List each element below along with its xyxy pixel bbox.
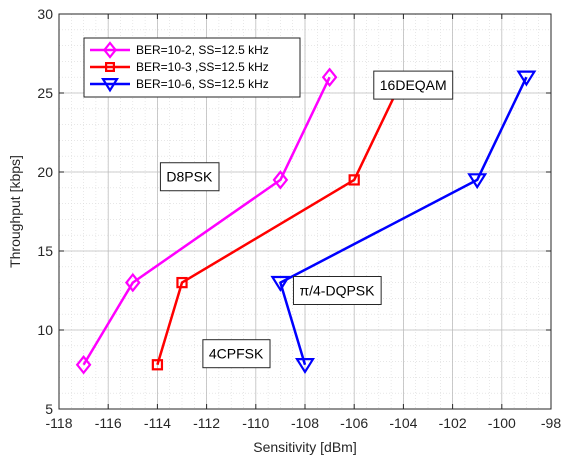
legend-label: BER=10-6, SS=12.5 kHz — [136, 77, 269, 91]
series-layer — [75, 67, 537, 375]
series-3 — [270, 70, 537, 375]
data-point — [321, 67, 338, 87]
annotation-text: 16DEQAM — [380, 77, 447, 93]
x-axis-ticks: -118 -116 -114 -112 -110 -108 -106 -104 -102 -100… — [46, 14, 561, 431]
annotation-text: 4CPFSK — [209, 346, 264, 362]
annotation: D8PSK — [159, 162, 220, 192]
annotation-text: π/4-DQPSK — [299, 283, 375, 299]
series-line — [279, 76, 528, 366]
x-tick-label: -118 — [46, 415, 73, 431]
data-point — [270, 275, 291, 292]
data-point — [75, 354, 92, 375]
series-line — [156, 76, 405, 366]
y-tick-label: 15 — [37, 243, 53, 259]
data-point — [516, 70, 537, 87]
y-tick-label: 25 — [37, 85, 53, 101]
data-point — [151, 359, 164, 371]
legend-marker — [104, 61, 115, 72]
x-tick-label: -100 — [488, 415, 516, 431]
x-tick-label: -98 — [541, 415, 561, 431]
annotation: 4CPFSK — [202, 339, 271, 369]
legend-entry: BER=10-6, SS=12.5 kHz — [90, 77, 269, 93]
data-point — [272, 170, 289, 190]
x-tick-label: -112 — [193, 415, 220, 431]
x-axis-label: Sensitivity [dBm] — [253, 439, 356, 455]
x-tick-label: -102 — [439, 415, 467, 431]
legend-label: BER=10-2, SS=12.5 kHz — [136, 43, 269, 57]
y-axis-label: Throughput [kbps] — [7, 155, 23, 268]
data-point — [124, 272, 141, 293]
plot-area: 16DEQAM D8PSK π/4-DQPSK 4CPFSK -118 -116 -114… — [37, 6, 561, 431]
annotation-box — [373, 70, 454, 100]
annotation: 16DEQAM — [373, 70, 454, 100]
legend-entry: BER=10-2, SS=12.5 kHz — [90, 41, 269, 59]
legend-entry: BER=10-3 ,SS=12.5 kHz — [90, 60, 269, 74]
x-tick-label: -110 — [242, 415, 269, 431]
x-tick-label: -104 — [389, 415, 417, 431]
legend-marker — [102, 41, 118, 59]
data-point — [295, 358, 315, 375]
data-point — [348, 174, 360, 186]
series-1 — [75, 67, 338, 375]
legend: BER=10-2, SS=12.5 kHz BER=10-3 ,SS=12.5 k… — [83, 37, 301, 98]
annotation-text: D8PSK — [166, 169, 213, 185]
data-point — [176, 276, 188, 289]
y-tick-label: 5 — [45, 401, 53, 417]
data-point — [467, 173, 488, 190]
series-line — [82, 76, 331, 366]
x-tick-label: -114 — [144, 415, 171, 431]
legend-label: BER=10-3 ,SS=12.5 kHz — [136, 60, 269, 74]
y-axis-ticks: 5 10 15 20 25 30 — [37, 6, 551, 417]
y-tick-label: 30 — [37, 6, 53, 22]
annotation-box — [292, 276, 382, 305]
x-tick-label: -106 — [340, 415, 368, 431]
annotations: 16DEQAM D8PSK π/4-DQPSK 4CPFSK — [159, 70, 454, 369]
annotation: π/4-DQPSK — [292, 276, 382, 305]
legend-marker — [101, 77, 119, 93]
annotation-box — [159, 162, 220, 192]
x-tick-label: -116 — [95, 415, 122, 431]
x-tick-label: -108 — [291, 415, 319, 431]
y-tick-label: 10 — [37, 322, 53, 338]
annotation-box — [202, 339, 271, 369]
y-tick-label: 20 — [37, 164, 53, 180]
